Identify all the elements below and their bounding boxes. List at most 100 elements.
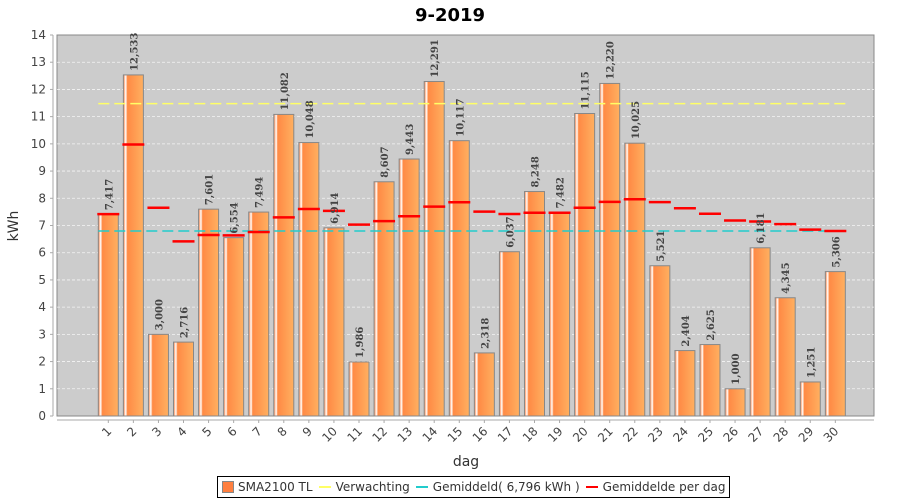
x-tick-label: 3	[149, 424, 164, 439]
bar	[173, 341, 195, 417]
bar-value-label: 6,554	[230, 202, 241, 233]
bar-value-label: 10,117	[455, 98, 466, 136]
bar-value-label: 5,521	[656, 230, 667, 261]
bar	[198, 208, 220, 417]
bar	[523, 191, 545, 417]
bar	[749, 247, 771, 417]
x-tick-label: 26	[720, 424, 741, 445]
bar-value-label: 7,494	[255, 177, 266, 208]
y-tick-label: 9	[38, 164, 46, 178]
x-tick-label: 11	[344, 424, 365, 445]
y-tick-label: 12	[31, 82, 46, 96]
bar	[624, 142, 646, 417]
bar	[223, 237, 245, 417]
x-tick-label: 21	[595, 424, 616, 445]
legend-label: Verwachting	[335, 480, 410, 494]
x-tick-label: 2	[124, 424, 139, 439]
legend-label: Gemiddelde per dag	[602, 480, 726, 494]
y-tick-label: 4	[38, 300, 46, 314]
x-tick-label: 27	[746, 424, 767, 445]
bar-value-label: 3,000	[154, 299, 165, 330]
x-tick-label: 19	[545, 424, 566, 445]
legend-item-daily-average: Gemiddelde per dag	[585, 480, 726, 494]
bar	[574, 113, 596, 417]
x-tick-label: 7	[250, 424, 265, 439]
x-axis: 1 2 3 4 5 6 7 8 9 10 11 12 13 14 15 16 17 18 19 20 21 22 23 24 2…	[57, 419, 874, 445]
x-tick-label: 17	[495, 424, 516, 445]
bar-value-label: 10,025	[631, 101, 642, 139]
x-tick-label: 30	[821, 424, 842, 445]
bar-value-label: 7,601	[205, 174, 216, 205]
bar-value-label: 8,607	[380, 146, 391, 177]
x-tick-label: 25	[695, 424, 716, 445]
x-tick-label: 8	[275, 424, 290, 439]
y-tick-label: 3	[38, 327, 46, 341]
x-tick-label: 28	[771, 424, 792, 445]
legend-item-production: SMA2100 TL	[222, 480, 313, 494]
x-tick-label: 15	[445, 424, 466, 445]
legend: SMA2100 TL Verwachting Gemiddeld( 6,796 …	[217, 476, 731, 498]
y-tick-label: 14	[31, 28, 46, 42]
x-tick-label: 16	[470, 424, 491, 445]
bar-value-label: 2,625	[706, 309, 717, 340]
legend-swatch-production	[222, 481, 234, 493]
bar	[649, 265, 671, 417]
legend-label: Gemiddeld( 6,796 kWh )	[432, 480, 580, 494]
x-tick-label: 29	[796, 424, 817, 445]
bar-value-label: 1,000	[731, 353, 742, 384]
bar	[323, 227, 345, 417]
bar-value-label: 4,345	[781, 262, 792, 293]
bar-value-label: 6,181	[756, 212, 767, 243]
bar-value-label: 6,914	[330, 192, 341, 223]
bar-value-label: 12,291	[430, 39, 441, 77]
bar	[273, 113, 295, 417]
bar	[549, 211, 571, 417]
legend-swatch-daily-average	[585, 486, 598, 488]
x-tick-label: 4	[174, 424, 189, 439]
legend-swatch-expected	[318, 486, 331, 488]
legend-item-expected: Verwachting	[318, 480, 410, 494]
value-labels: 7,417 12,533 3,000 2,716 7,601 6,554 7,494 11,0…	[104, 33, 842, 385]
legend-label: SMA2100 TL	[238, 480, 313, 494]
bar-value-label: 2,716	[180, 307, 191, 338]
bar	[473, 352, 495, 417]
bar-value-label: 2,318	[480, 318, 491, 349]
bar-value-label: 11,082	[280, 72, 291, 110]
bar	[147, 333, 169, 417]
bar	[448, 140, 470, 417]
bar-value-label: 1,986	[355, 327, 366, 358]
x-tick-label: 14	[420, 424, 441, 445]
daily-average-series	[97, 143, 847, 243]
bar-value-label: 7,417	[104, 179, 115, 210]
y-tick-label: 13	[31, 55, 46, 69]
x-tick-label: 9	[300, 424, 315, 439]
x-axis-label: dag	[453, 454, 479, 470]
bar	[774, 297, 796, 417]
y-tick-label: 0	[38, 409, 46, 423]
x-tick-label: 10	[319, 424, 340, 445]
bar	[674, 350, 696, 417]
x-tick-label: 18	[520, 424, 541, 445]
bar-value-label: 10,048	[305, 100, 316, 138]
bar-value-label: 1,251	[806, 347, 817, 378]
bar	[799, 381, 821, 417]
y-axis-label: kWh	[6, 211, 22, 242]
y-tick-label: 2	[38, 355, 46, 369]
bar-value-label: 2,404	[681, 315, 692, 346]
bar	[298, 142, 320, 417]
x-tick-label: 5	[199, 424, 214, 439]
bar	[699, 344, 721, 417]
legend-item-average: Gemiddeld( 6,796 kWh )	[415, 480, 580, 494]
bar-value-label: 6,037	[505, 216, 516, 247]
bar	[498, 251, 520, 417]
x-tick-label: 20	[570, 424, 591, 445]
bar-value-label: 8,248	[530, 156, 541, 187]
bar	[97, 213, 119, 417]
bar-series	[97, 74, 846, 417]
legend-swatch-average	[415, 486, 428, 488]
x-tick-label: 13	[395, 424, 416, 445]
y-tick-label: 7	[38, 219, 46, 233]
y-tick-label: 1	[38, 382, 46, 396]
